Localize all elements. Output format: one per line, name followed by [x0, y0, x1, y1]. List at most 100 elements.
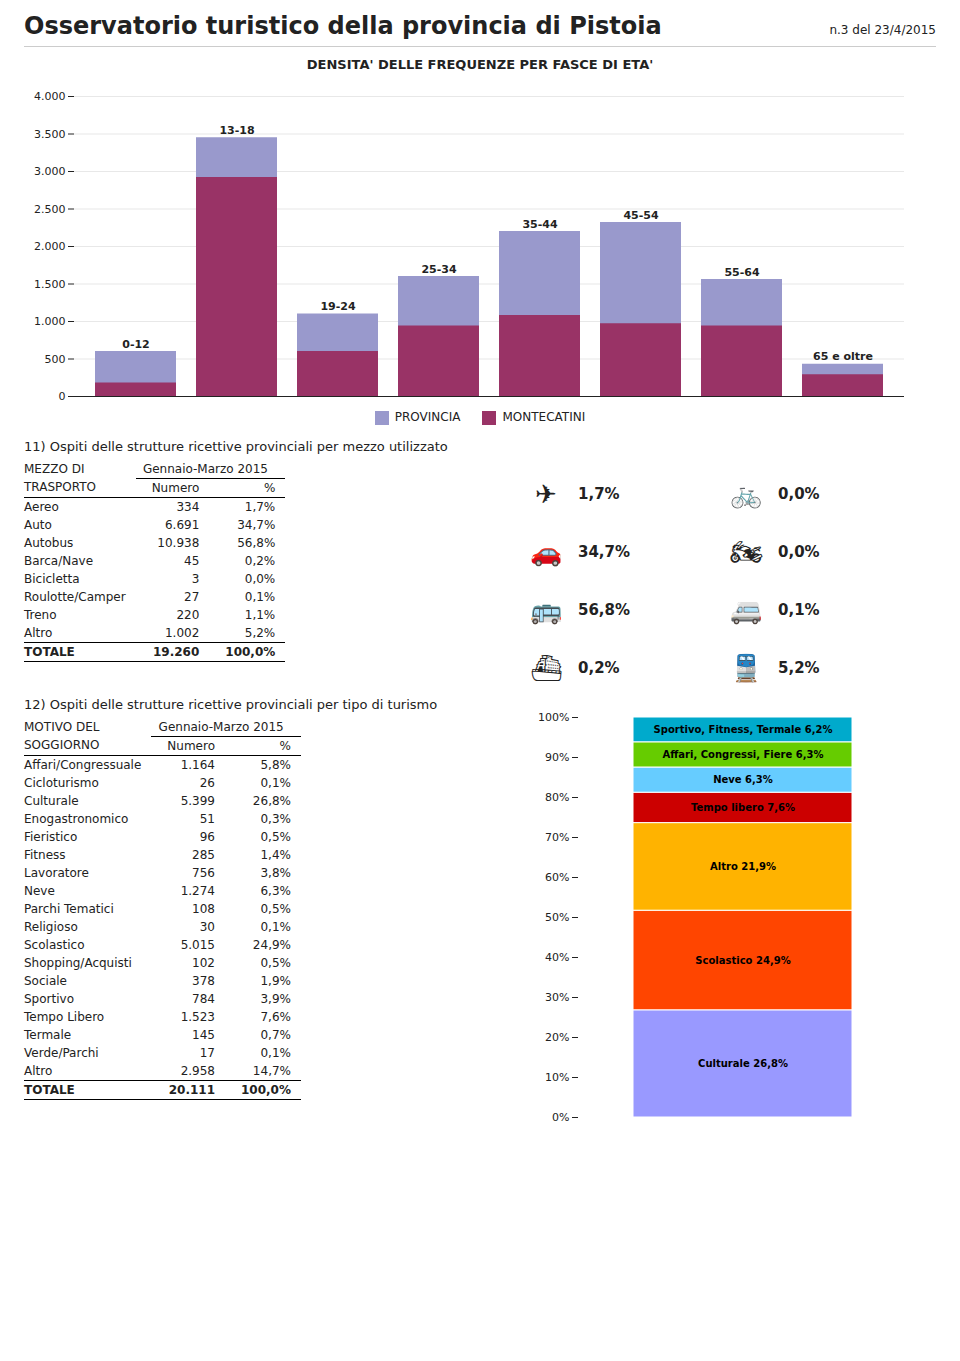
html-text:Auto: Auto	[24, 517, 52, 532]
svg-text:30%: 30%	[545, 991, 569, 1004]
html-text:56,8%: 56,8%	[578, 600, 630, 619]
svg-text:90%: 90%	[545, 751, 569, 764]
html-text:Barca/Nave: Barca/Nave	[24, 553, 94, 568]
svg-text:4.000: 4.000	[34, 90, 66, 103]
svg-text:Culturale 26,8%: Culturale 26,8%	[698, 1058, 788, 1069]
html-text:26,8%: 26,8%	[252, 793, 291, 808]
html-text:1,1%: 1,1%	[244, 607, 276, 622]
svg-text:55-64: 55-64	[724, 266, 760, 279]
html-text:220: 220	[176, 607, 200, 622]
svg-text:100%: 100%	[538, 711, 569, 724]
html-text:Gennaio-Marzo 2015: Gennaio-Marzo 2015	[158, 719, 284, 734]
svg-text:40%: 40%	[545, 951, 569, 964]
html-text:100,0%: 100,0%	[225, 644, 276, 659]
html-text:Fieristico: Fieristico	[24, 829, 78, 844]
html-text:0,0%: 0,0%	[778, 484, 820, 503]
svg-text:13-18: 13-18	[219, 124, 254, 137]
html-text:19.260: 19.260	[153, 644, 200, 659]
html-text:96: 96	[199, 829, 215, 844]
html-text:Osservatorio turistico della p: Osservatorio turistico della provincia d…	[24, 12, 662, 40]
svg-text:60%: 60%	[545, 871, 569, 884]
html-text:Culturale: Culturale	[24, 793, 79, 808]
svg-text:10%: 10%	[545, 1071, 569, 1084]
html-text:10.938: 10.938	[157, 535, 200, 550]
svg-text:19-24: 19-24	[320, 300, 356, 313]
svg-text:80%: 80%	[545, 791, 569, 804]
html-text:0,0%: 0,0%	[244, 571, 276, 586]
html-text:Cicloturismo: Cicloturismo	[24, 775, 99, 790]
html-text:0,3%: 0,3%	[260, 811, 291, 826]
html-text:Roulotte/Camper: Roulotte/Camper	[24, 589, 126, 604]
html-text:6.691: 6.691	[164, 517, 200, 532]
svg-text:Altro 21,9%: Altro 21,9%	[710, 861, 776, 872]
html-text:0,5%: 0,5%	[260, 829, 291, 844]
svg-text:Sportivo, Fitness, Termale 6,2: Sportivo, Fitness, Termale 6,2%	[654, 724, 833, 735]
svg-text:25-34: 25-34	[421, 263, 457, 276]
html-text:0,2%: 0,2%	[578, 658, 620, 677]
html-text:0,0%: 0,0%	[778, 542, 820, 561]
html-text:45: 45	[184, 553, 200, 568]
svg-text:3.000: 3.000	[34, 165, 66, 178]
svg-text:2.500: 2.500	[34, 203, 66, 216]
html-text:0,1%: 0,1%	[778, 600, 820, 619]
html-text:1,7%: 1,7%	[244, 499, 276, 514]
html-text:0,1%: 0,1%	[260, 775, 291, 790]
html-text:1.164: 1.164	[180, 757, 215, 772]
svg-text:Affari, Congressi, Fiere 6,3%: Affari, Congressi, Fiere 6,3%	[662, 749, 823, 760]
html-text:Lavoratore: Lavoratore	[24, 865, 89, 880]
svg-text:45-54: 45-54	[623, 209, 659, 222]
html-text:MEZZO DI: MEZZO DI	[24, 461, 85, 476]
html-text:1,4%: 1,4%	[260, 847, 291, 862]
html-text:5,2%: 5,2%	[244, 625, 276, 640]
html-text:Altro: Altro	[24, 625, 53, 640]
svg-text:35-44: 35-44	[522, 218, 558, 231]
html-text:Numero: Numero	[151, 480, 200, 495]
html-text:Bicicletta: Bicicletta	[24, 571, 80, 586]
html-text:1,7%: 1,7%	[578, 484, 620, 503]
html-text:TRASPORTO: TRASPORTO	[24, 480, 96, 495]
svg-text:Tempo libero 7,6%: Tempo libero 7,6%	[691, 802, 795, 813]
html-text:Fitness: Fitness	[24, 847, 66, 862]
svg-text:Scolastico 24,9%: Scolastico 24,9%	[695, 954, 790, 965]
html-text:27: 27	[184, 589, 200, 604]
html-text:5,2%: 5,2%	[778, 658, 820, 677]
svg-text:1.000: 1.000	[34, 315, 66, 328]
svg-text:70%: 70%	[545, 831, 569, 844]
html-text:Aereo: Aereo	[24, 499, 59, 514]
html-text:MOTIVO DEL: MOTIVO DEL	[24, 719, 100, 734]
html-text:DENSITA' DELLE FREQUENZE PER F: DENSITA' DELLE FREQUENZE PER FASCE DI ET…	[306, 57, 654, 72]
svg-text:500: 500	[45, 353, 66, 366]
html-text:SOGGIORNO: SOGGIORNO	[24, 738, 100, 753]
svg-text:Neve 6,3%: Neve 6,3%	[713, 774, 773, 785]
html-text:26: 26	[199, 775, 215, 790]
html-text:Treno: Treno	[24, 607, 57, 622]
html-text:12) Ospiti delle strutture ric: 12) Ospiti delle strutture ricettive pro…	[24, 696, 438, 712]
svg-text:0: 0	[59, 390, 66, 403]
svg-text:2.000: 2.000	[34, 240, 66, 253]
html-text:0,1%: 0,1%	[244, 589, 276, 604]
html-text:1.002: 1.002	[164, 625, 200, 640]
svg-text:50%: 50%	[545, 911, 569, 924]
svg-text:0-12: 0-12	[122, 338, 150, 351]
html-text:0,2%: 0,2%	[244, 553, 276, 568]
svg-text:0%: 0%	[552, 1111, 569, 1124]
html-text:TOTALE: TOTALE	[24, 644, 75, 659]
html-text:34,7%: 34,7%	[237, 517, 276, 532]
html-text:Affari/Congressuale: Affari/Congressuale	[24, 757, 142, 772]
html-text:34,7%: 34,7%	[578, 542, 630, 561]
html-text:334: 334	[176, 499, 200, 514]
html-text:Autobus: Autobus	[24, 535, 74, 550]
svg-text:3.500: 3.500	[34, 128, 66, 141]
html-text:11) Ospiti delle strutture ric: 11) Ospiti delle strutture ricettive pro…	[24, 438, 448, 454]
svg-text:65 e oltre: 65 e oltre	[813, 350, 873, 363]
html-text:Enogastronomico: Enogastronomico	[24, 811, 129, 826]
html-text:Numero: Numero	[167, 738, 215, 753]
html-text:56,8%: 56,8%	[237, 535, 276, 550]
html-text:51: 51	[199, 811, 215, 826]
html-text:Gennaio-Marzo 2015: Gennaio-Marzo 2015	[142, 461, 268, 476]
html-text:5.399: 5.399	[180, 793, 215, 808]
svg-text:1.500: 1.500	[34, 278, 66, 291]
html-text:5,8%: 5,8%	[260, 757, 291, 772]
html-text:285: 285	[192, 847, 215, 862]
svg-text:20%: 20%	[545, 1031, 569, 1044]
